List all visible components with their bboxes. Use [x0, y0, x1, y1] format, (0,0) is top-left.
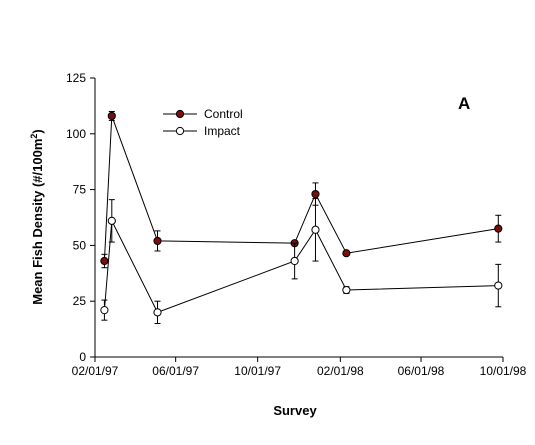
- panel-label: A: [458, 94, 470, 113]
- y-axis-title-superscript: 2: [29, 134, 39, 139]
- x-tick-label: 02/01/98: [317, 364, 364, 378]
- data-point-impact: [107, 216, 116, 225]
- legend-label-control: Control: [204, 107, 243, 121]
- y-tick-label: 125: [66, 71, 86, 85]
- x-tick-label: 06/01/98: [398, 364, 445, 378]
- data-point-control: [311, 189, 320, 199]
- y-tick-label: 75: [73, 183, 87, 197]
- data-point-impact: [153, 308, 162, 317]
- axes: 0 25 50 75 100 125 02/01/97 06/01/97 10/01/97 02/…: [66, 71, 527, 378]
- data-point-impact: [342, 285, 351, 295]
- data-point-impact: [494, 281, 503, 290]
- data-point-impact: [290, 256, 299, 266]
- x-tick-label: 02/01/97: [72, 364, 119, 378]
- data-point-control: [107, 111, 116, 121]
- y-tick-label: 0: [79, 350, 86, 364]
- y-axis-title: Mean Fish Density (#/100m2): [29, 129, 45, 305]
- y-tick-label: 25: [73, 294, 87, 308]
- y-axis-title-main: Mean Fish Density (#/100m: [30, 139, 45, 305]
- x-axis-title: Survey: [273, 403, 317, 418]
- x-tick-label: 10/01/98: [480, 364, 527, 378]
- x-tick-label: 10/01/97: [234, 364, 281, 378]
- x-tick-label: 06/01/97: [152, 364, 199, 378]
- y-axis-title-end: ): [30, 129, 45, 133]
- series-layer: [100, 110, 503, 325]
- data-point-control: [342, 249, 351, 258]
- legend-marker-impact: [175, 126, 185, 136]
- data-point-control: [100, 256, 109, 266]
- data-point-impact: [100, 306, 109, 315]
- series-impact: [100, 198, 503, 325]
- data-point-control: [494, 224, 503, 233]
- y-tick-label: 50: [73, 238, 87, 252]
- data-point-control: [153, 236, 162, 246]
- legend-marker-control: [175, 109, 185, 119]
- legend: Control Impact: [163, 107, 243, 138]
- y-tick-label: 100: [66, 127, 86, 141]
- legend-label-impact: Impact: [204, 124, 241, 138]
- data-point-impact: [311, 225, 320, 234]
